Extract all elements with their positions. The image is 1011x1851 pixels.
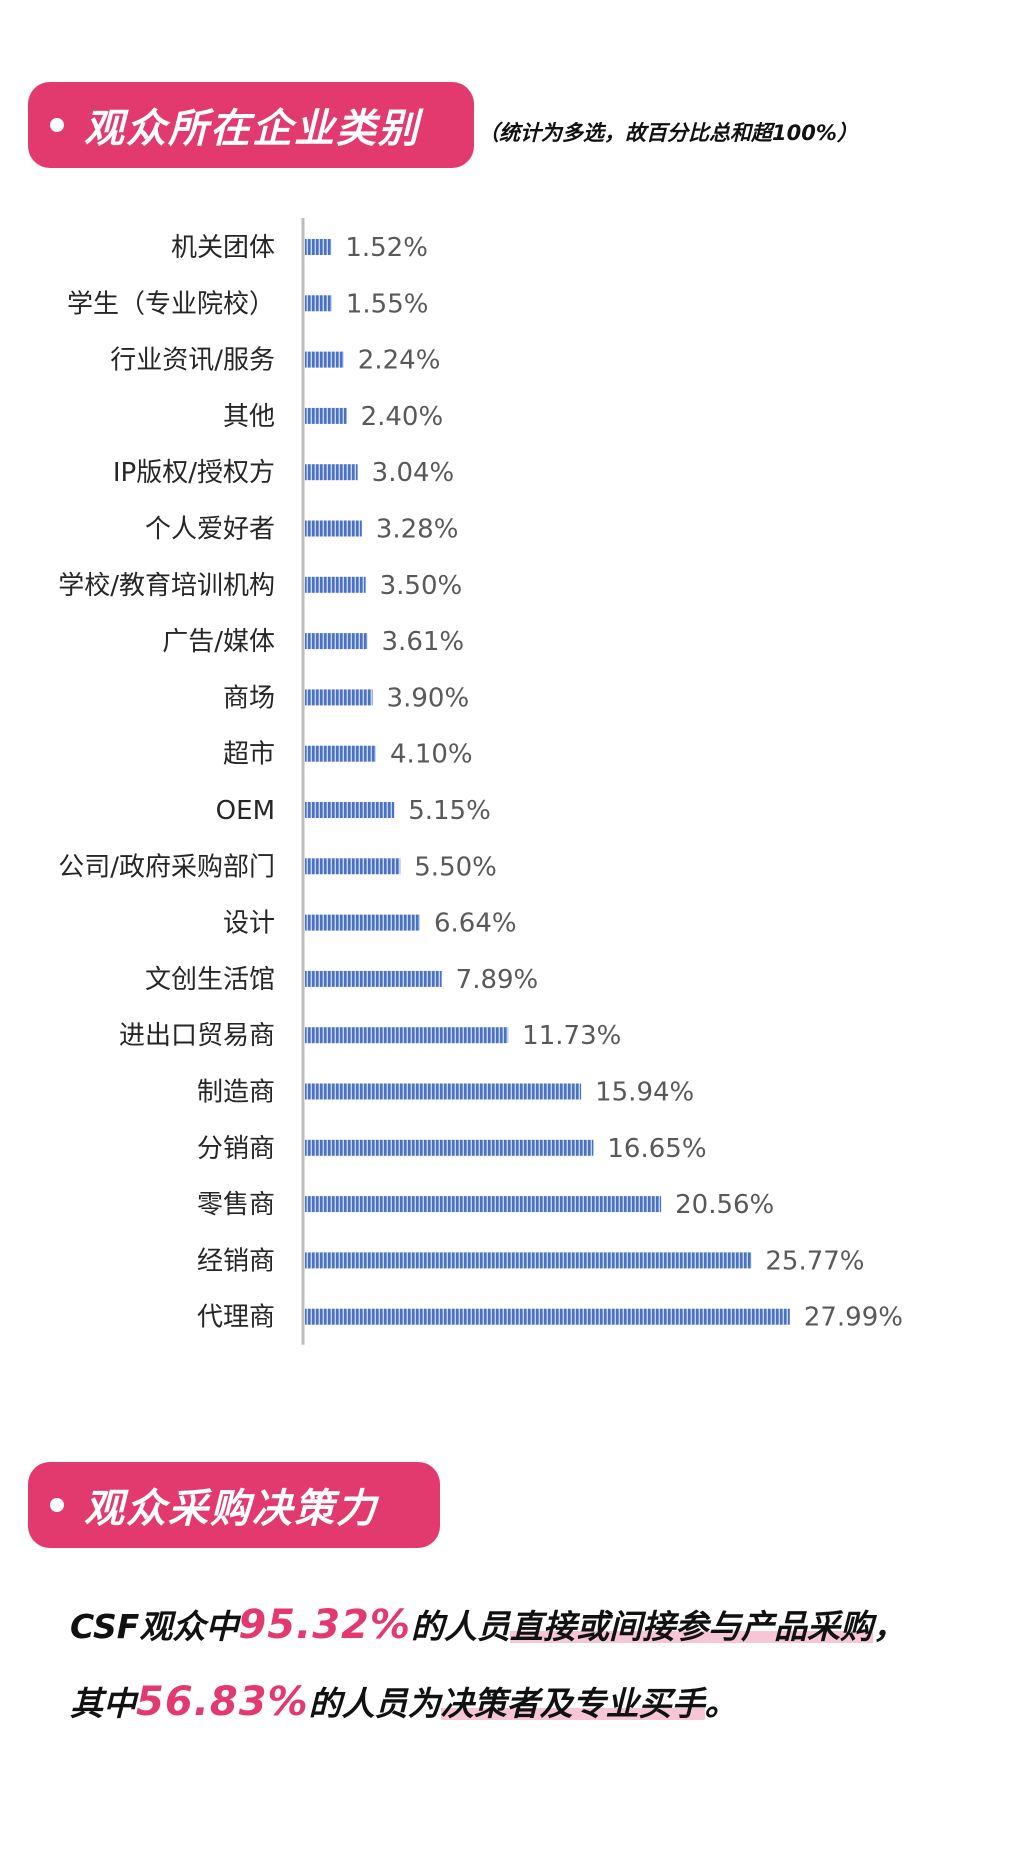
bar (305, 464, 358, 481)
bar (305, 351, 344, 368)
data-label: 3.90% (387, 683, 470, 713)
category-label: 广告/媒体 (162, 627, 275, 657)
bar (305, 689, 373, 706)
data-label: 1.55% (346, 289, 429, 319)
category-label: 学生（专业院校） (67, 289, 275, 319)
statement-punctuation: ， (872, 1607, 906, 1646)
bar (305, 745, 377, 762)
category-label: 学校/教育培训机构 (58, 571, 275, 601)
data-label: 3.61% (382, 627, 465, 657)
highlight-percentage: 95.32% (238, 1602, 411, 1648)
data-label: 25.77% (765, 1246, 864, 1276)
bullet-dot-icon (50, 118, 64, 132)
statement-punctuation: 。 (704, 1684, 738, 1723)
category-label: 公司/政府采购部门 (58, 852, 275, 882)
category-label: 经销商 (197, 1246, 275, 1276)
bar (305, 295, 332, 312)
section-header-enterprise-type: 观众所在企业类别 (28, 82, 474, 168)
bar (305, 858, 401, 875)
section-title: 观众所在企业类别 (84, 106, 420, 152)
data-label: 15.94% (595, 1078, 694, 1108)
statement-line-2: 其中56.83%的人员为决策者及专业买手。 (70, 1677, 738, 1725)
bar (305, 802, 395, 818)
statement-text: CSF观众中 (70, 1607, 239, 1646)
category-label: OEM (216, 796, 275, 826)
data-label: 27.99% (804, 1303, 903, 1333)
category-label: 进出口贸易商 (119, 1021, 275, 1051)
category-label: 超市 (223, 740, 275, 770)
bar (305, 407, 347, 424)
section-title: 观众采购决策力 (84, 1486, 378, 1532)
category-label: 代理商 (197, 1303, 275, 1333)
data-label: 2.24% (358, 346, 441, 376)
data-label: 3.28% (376, 515, 459, 545)
data-label: 6.64% (434, 909, 517, 939)
bar (305, 1083, 582, 1100)
category-label: 分销商 (197, 1134, 275, 1164)
section-header-purchase-decision: 观众采购决策力 (28, 1462, 440, 1548)
bar (305, 1027, 509, 1044)
bar (305, 970, 442, 987)
data-label: 11.73% (522, 1021, 621, 1051)
statement-text: 的人员为 (308, 1684, 441, 1723)
data-label: 3.04% (372, 458, 455, 488)
statement-text: 其中 (70, 1684, 136, 1723)
bar (305, 576, 366, 593)
category-label: 个人爱好者 (145, 515, 275, 545)
category-label: 商场 (223, 683, 275, 713)
category-label: 制造商 (197, 1078, 275, 1108)
category-label: 零售商 (197, 1190, 275, 1220)
category-label: IP版权/授权方 (113, 458, 275, 488)
bar (305, 520, 362, 537)
underlined-text: 直接或间接参与产品采购 (509, 1607, 873, 1646)
data-label: 5.50% (414, 852, 497, 882)
section-subtitle: （统计为多选，故百分比总和超100%） (478, 121, 858, 145)
highlight-percentage: 56.83% (136, 1679, 309, 1725)
bar (305, 914, 421, 931)
data-label: 20.56% (675, 1190, 774, 1220)
bar (305, 1196, 662, 1213)
category-label: 文创生活馆 (145, 965, 275, 995)
data-label: 2.40% (361, 402, 444, 432)
category-label: 设计 (223, 909, 275, 939)
bar (305, 1308, 790, 1325)
chart-marks: 机关团体 1.52% 学生（专业院校） 1.55% 行业资讯/服务 2.24% 其他 2.40… (58, 218, 903, 1345)
bar (305, 239, 332, 255)
data-label: 3.50% (380, 571, 463, 601)
statement-line-1: CSF观众中95.32%的人员直接或间接参与产品采购， (70, 1600, 906, 1648)
category-label: 行业资讯/服务 (110, 346, 275, 376)
bar (305, 1139, 594, 1156)
bar (305, 633, 368, 650)
data-label: 4.10% (390, 740, 473, 770)
underlined-text: 决策者及专业买手 (440, 1684, 705, 1723)
bar-chart-enterprise-type: 机关团体 1.52% 学生（专业院校） 1.55% 行业资讯/服务 2.24% 其他 2.40… (58, 218, 903, 1345)
statement-text: 的人员 (410, 1607, 510, 1646)
bar (305, 1252, 752, 1269)
data-label: 7.89% (456, 965, 539, 995)
data-label: 16.65% (607, 1134, 706, 1164)
bullet-dot-icon (50, 1498, 64, 1512)
data-label: 1.52% (345, 233, 428, 263)
category-label: 其他 (223, 402, 275, 432)
category-label: 机关团体 (171, 233, 275, 263)
data-label: 5.15% (408, 796, 491, 826)
